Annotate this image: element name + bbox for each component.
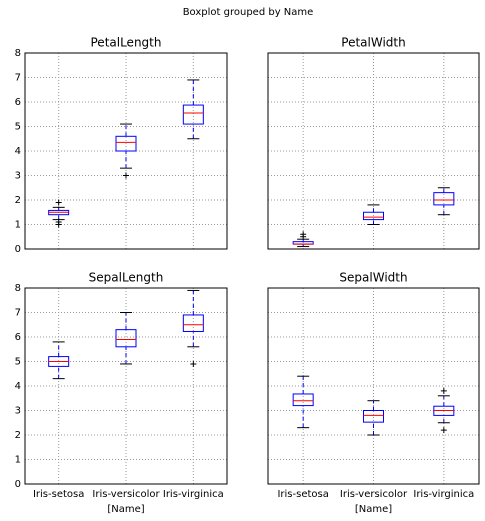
x-tick-label: Iris-setosa [277,489,328,500]
flier [123,172,129,179]
x-axis-label: [Name] [355,504,392,515]
y-tick-label: 7 [15,308,21,319]
y-tick-label: 4 [15,146,21,157]
subplot-title: SepalLength [89,271,164,285]
box [182,104,204,125]
y-tick-label: 8 [15,283,21,294]
y-tick-label: 5 [15,122,21,133]
subplot-title: PetalLength [91,36,162,50]
axes-frame [267,287,480,485]
box [292,393,314,407]
y-tick-label: 6 [15,97,21,108]
x-axis-label: [Name] [107,504,144,515]
flier [300,231,307,238]
axes-frame [24,52,228,250]
figure-title: Boxplot grouped by Name [183,7,314,18]
box [182,314,204,332]
y-tick-label: 5 [15,357,21,368]
x-tick-label: Iris-setosa [33,489,84,500]
y-tick-label: 3 [15,406,21,417]
flier [55,219,62,226]
y-tick-label: 4 [15,381,21,392]
y-tick-label: 1 [15,455,21,466]
x-tick-label: Iris-virginica [413,489,474,500]
y-tick-label: 2 [15,195,21,206]
flier [55,199,62,206]
y-tick-label: 1 [15,220,21,231]
y-tick-label: 0 [15,244,21,255]
flier [440,387,447,394]
y-tick-label: 7 [15,73,21,84]
box [363,410,384,423]
subplot-title: SepalWidth [339,271,407,285]
y-tick-label: 8 [15,48,21,59]
y-tick-label: 3 [15,171,21,182]
axes-frame [24,287,228,485]
box [115,329,137,348]
y-tick-label: 2 [15,430,21,441]
box [433,192,455,206]
flier [440,427,447,434]
box [115,135,137,152]
subplot-title: PetalWidth [341,36,405,50]
x-tick-label: Iris-virginica [163,489,224,500]
y-tick-label: 0 [15,479,21,490]
flier [190,360,197,367]
x-tick-label: Iris-versicolor [92,489,160,500]
axes-frame [267,52,480,250]
x-tick-label: Iris-versicolor [340,489,408,500]
y-tick-label: 6 [15,332,21,343]
box [363,211,384,221]
